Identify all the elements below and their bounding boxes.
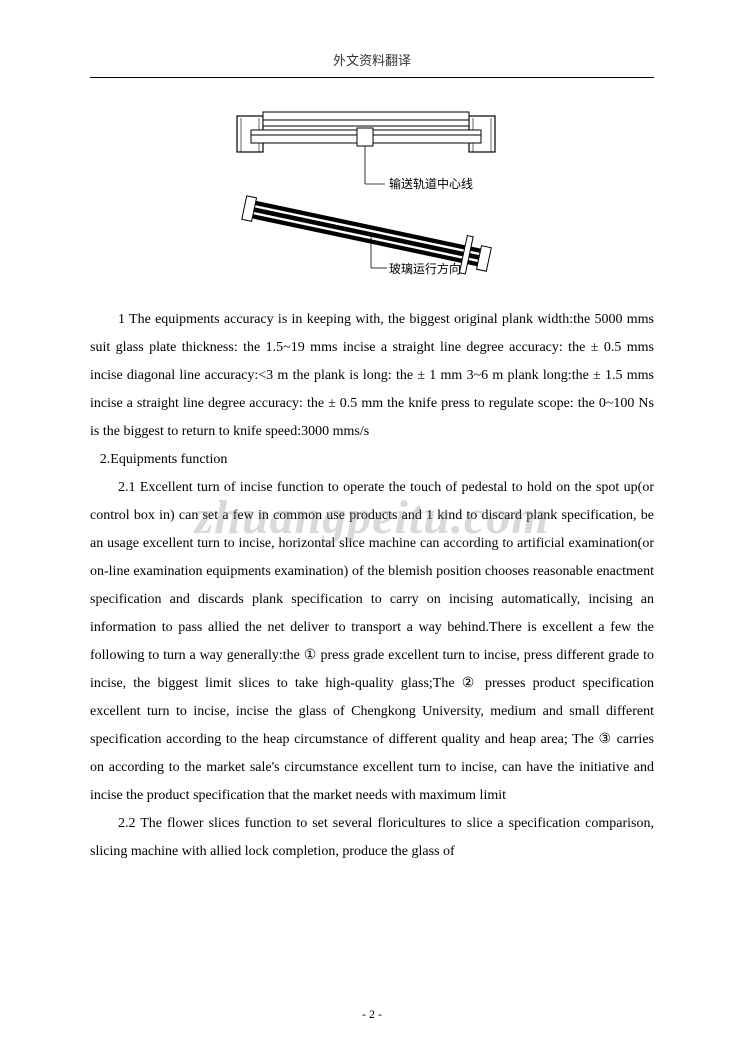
- paragraph-2: 2.Equipments function: [90, 446, 654, 474]
- page-footer: - 2 -: [0, 1007, 744, 1022]
- header-title: 外文资料翻译: [333, 53, 411, 68]
- paragraph-3: 2.1 Excellent turn of incise function to…: [90, 474, 654, 810]
- page-header: 外文资料翻译: [90, 50, 654, 69]
- header-rule: [90, 77, 654, 78]
- paragraph-4: 2.2 The flower slices function to set se…: [90, 810, 654, 866]
- machine-diagram: 输送轨道中心线: [227, 108, 517, 283]
- page-container: 外文资料翻译: [0, 0, 744, 1052]
- figure-label-bottom: 玻璃运行方向: [389, 261, 461, 276]
- figure-label-top: 输送轨道中心线: [389, 176, 473, 191]
- figure-container: 输送轨道中心线: [90, 108, 654, 288]
- page-number: - 2 -: [362, 1007, 382, 1021]
- body-text: 1 The equipments accuracy is in keeping …: [90, 306, 654, 866]
- paragraph-1: 1 The equipments accuracy is in keeping …: [90, 306, 654, 446]
